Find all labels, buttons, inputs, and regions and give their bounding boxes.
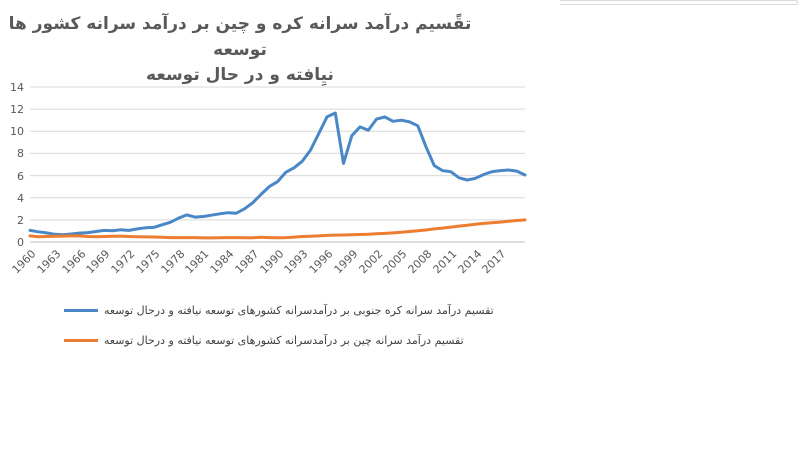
series-line-1[interactable]	[28, 218, 527, 240]
legend-label-korea: تقسیم درآمد سرانه کره جنوبی بر درآمدسران…	[104, 303, 494, 317]
chart-title-line-2: نیِافته و در حال توسعه	[146, 65, 334, 85]
plot-area	[28, 86, 527, 243]
y-tick-label-14: 14	[10, 81, 24, 94]
y-tick-label-2: 2	[17, 213, 24, 227]
y-tick-label-0: 0	[17, 236, 24, 249]
y-tick-label-4: 4	[17, 191, 24, 205]
y-tick-label-12: 12	[10, 103, 24, 117]
line-chart[interactable]: تقًسیم درآمد سرانه کره و چین بر درآمد سر…	[0, 0, 560, 370]
chart-title-line-1: تقًسیم درآمد سرانه کره و چین بر درآمد سر…	[8, 14, 472, 60]
chart-title: تقًسیم درآمد سرانه کره و چین بر درآمد سر…	[0, 12, 480, 89]
legend-label-china: تقسیم درآمد سرانه چین بر درآمدسرانه کشور…	[104, 333, 464, 347]
series-line-0[interactable]	[28, 111, 527, 237]
y-tick-label-8: 8	[17, 147, 24, 161]
y-tick-label-10: 10	[10, 125, 24, 139]
chart-legend: تقسیم درآمد سرانه کره جنوبی بر درآمدسران…	[64, 295, 494, 355]
y-tick-label-6: 6	[17, 169, 24, 183]
legend-item-china[interactable]: تقسیم درآمد سرانه چین بر درآمدسرانه کشور…	[64, 325, 494, 355]
legend-item-korea[interactable]: تقسیم درآمد سرانه کره جنوبی بر درآمدسران…	[64, 295, 494, 325]
legend-line-swatch-china	[64, 338, 98, 342]
legend-line-swatch-korea	[64, 308, 98, 312]
